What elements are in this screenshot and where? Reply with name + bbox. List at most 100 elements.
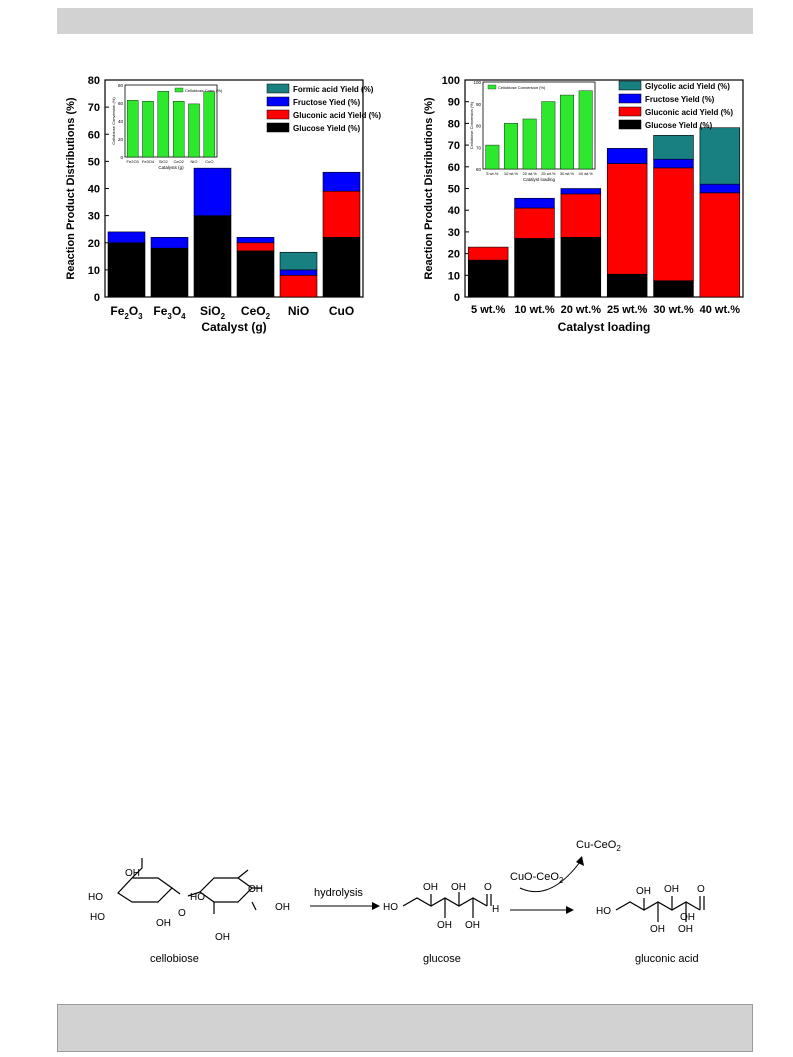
y-axis-label: Reaction Product Distributions (%) [423,97,435,279]
inset-bar-1 [504,123,518,170]
inset-bar-3 [541,101,556,170]
inset-x-tick-label-1: 10 wt.% [504,171,519,176]
x-tick-label-3: CeO2 [241,304,271,321]
y-tick-label-7: 70 [88,102,100,114]
inset-y-tick-label-2: 40 [118,119,124,124]
bar-2-5 [322,171,361,192]
inset-x-tick-label-2: SiO2 [159,159,169,164]
x-axis-label: Catalyst loading [558,320,651,334]
legend-label-2: Gluconic acid Yield (%) [645,108,733,117]
cellobiose-oh-1: OH [125,868,140,879]
y-tick-label-0: 0 [454,292,460,304]
glucose-ho: HO [383,902,398,913]
cellobiose-label: cellobiose [150,953,199,965]
bar-0-0 [107,242,146,298]
bar-1-0 [467,246,509,261]
x-tick-label-2: 20 wt.% [561,304,602,316]
y-tick-label-10: 100 [442,75,460,87]
bar-0-4 [653,280,694,298]
bar-2-1 [150,237,189,249]
inset-y-tick-label-0: 60 [476,167,482,172]
bar-1-3 [606,163,648,275]
inset-bar-0 [126,100,139,158]
legend-swatch-1 [618,93,642,104]
inset-x-tick-label-0: Fe2O3 [127,159,140,164]
x-tick-label-0: Fe2O3 [110,304,143,321]
legend-label-3: Glucose Yield (%) [293,124,360,133]
inset-bar-4 [188,103,200,158]
cellobiose-ho-3: HO [190,892,205,903]
bar-0-1 [150,247,189,298]
bar-1-4 [279,275,318,298]
legend-swatch-0 [618,80,642,91]
y-tick-label-5: 50 [448,184,460,196]
inset-bar-5 [203,91,216,158]
bar-0-3 [606,273,648,298]
glucose-h: H [492,904,499,915]
bar-2-4 [279,269,318,276]
gluconic-oh-3: OH [664,884,679,895]
catalyst-label: CuO-CeO2 [510,871,564,885]
inset-x-tick-label-4: NiO [191,159,198,164]
reaction-scheme: OH HO HO OH O HO OH OH OH cellobiose hyd… [88,839,705,965]
bar-2-2 [193,167,232,216]
inset-bar-3 [172,101,185,158]
inset-x-tick-label-4: 30 wt.% [560,171,575,176]
legend-label-3: Glucose Yield (%) [645,121,712,130]
inset-frame [482,81,596,170]
bar-0-2 [193,215,232,298]
y-tick-label-3: 30 [448,227,460,239]
bar-2-4 [653,158,694,169]
y-tick-label-8: 80 [88,75,100,87]
inset-x-tick-label-3: CeO2 [173,159,184,164]
legend-label-2: Gluconic acid Yield (%) [293,111,381,120]
x-tick-label-2: SiO2 [200,304,226,321]
inset-y-axis-label: Cellobiose Conversion (%) [469,101,474,149]
legend-swatch-2 [266,109,290,120]
inset-y-tick-label-1: 20 [118,137,124,142]
inset-y-tick-label-4: 100 [473,80,481,85]
x-tick-label-4: 30 wt.% [653,304,694,316]
bar-3-5 [699,127,741,185]
inset-x-axis-label: Catalysts (g) [158,165,184,170]
inset-x-tick-label-5: 40 wt.% [579,171,594,176]
inset-x-tick-label-3: 25 wt.% [541,171,556,176]
bar-2-5 [699,183,741,194]
inset-x-tick-label-1: Fe3O4 [142,159,155,164]
inset-legend-label: Cellobiose Conversion (%) [498,85,546,90]
bar-2-1 [514,197,555,209]
y-axis-label: Reaction Product Distributions (%) [65,97,77,279]
inset-bar-1 [142,101,154,158]
gluconic-ho: HO [596,906,611,917]
cellobiose-oh-2: OH [156,918,171,929]
cellobiose-oh-5: OH [215,932,230,943]
bar-1-4 [653,167,694,282]
cellobiose-oh-4: OH [275,902,290,913]
catalyst-curved-arrowhead [576,856,584,866]
bar-3-4 [653,135,694,160]
hydrolysis-arrowhead [372,902,380,910]
y-tick-label-1: 10 [448,270,460,282]
bar-0-2 [560,237,602,298]
y-tick-label-2: 20 [88,238,100,250]
caption-box [57,1004,753,1052]
inset-y-tick-label-0: 0 [120,155,123,160]
inset-bar-4 [560,94,574,170]
legend-swatch-0 [266,83,290,94]
glucose-oh-2: OH [437,920,452,931]
bar-3-4 [279,251,318,271]
x-axis-label: Catalyst (g) [201,320,266,334]
bar-1-2 [560,193,602,238]
y-tick-label-0: 0 [94,292,100,304]
legend-swatch-3 [618,119,642,130]
hydrolysis-label: hydrolysis [314,887,363,899]
x-tick-label-4: NiO [288,304,309,318]
gluconic-acid-structure [615,896,705,922]
legend-swatch-1 [266,96,290,107]
legend-label-1: Fructose Yied (%) [293,98,360,107]
bar-1-3 [236,242,275,252]
glucose-label: glucose [423,953,461,965]
y-tick-label-1: 10 [88,265,100,277]
y-tick-label-6: 60 [448,162,460,174]
y-tick-label-9: 90 [448,97,460,109]
